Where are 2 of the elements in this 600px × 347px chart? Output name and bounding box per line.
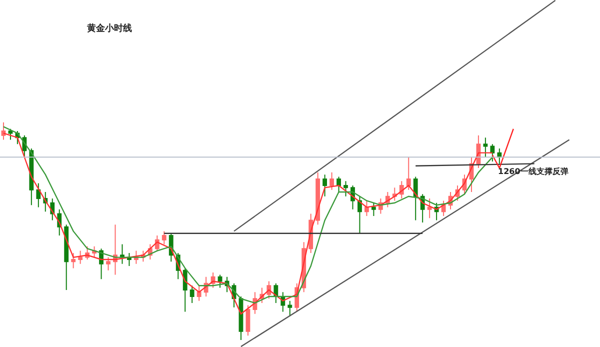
chart-title: 黄金小时线: [86, 22, 132, 34]
annotation: 1260一线支撑反弹: [498, 167, 568, 176]
